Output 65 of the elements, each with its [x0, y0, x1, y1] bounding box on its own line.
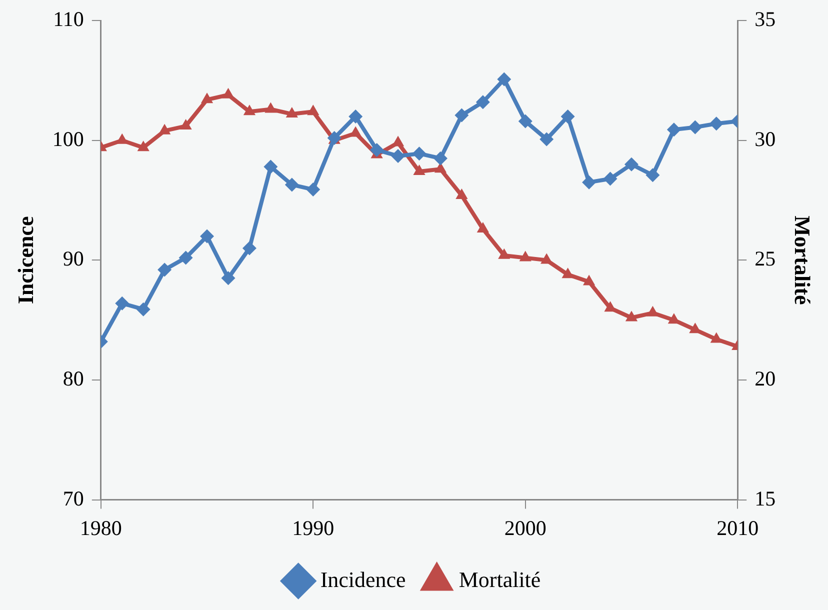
point: [242, 241, 256, 256]
point: [413, 164, 426, 176]
x-tick-label: 2000: [504, 516, 546, 540]
point: [178, 250, 193, 265]
point: [560, 109, 575, 124]
point: [625, 310, 638, 322]
point: [456, 188, 468, 200]
y-tick-label: 110: [53, 7, 84, 32]
point: [454, 108, 469, 122]
point: [200, 229, 214, 244]
point: [284, 178, 299, 192]
point: [710, 332, 722, 343]
point: [412, 146, 426, 161]
point: [433, 151, 448, 166]
x-tick-label: 1980: [80, 516, 122, 540]
point: [497, 72, 512, 86]
y-tick-label: 90: [62, 246, 84, 271]
y2-tick-label: 15: [754, 486, 776, 510]
point: [709, 116, 724, 131]
legend-label: Mortalité: [458, 566, 541, 592]
point: [136, 302, 150, 316]
y-axis-title: Incicence: [12, 216, 38, 304]
point: [498, 248, 510, 259]
point: [222, 88, 234, 98]
point: [370, 142, 384, 157]
point: [180, 119, 192, 130]
point: [264, 102, 277, 113]
point: [582, 274, 596, 286]
y2-tick-label: 25: [754, 246, 776, 271]
point: [200, 92, 214, 104]
y2-tick-label: 30: [754, 126, 776, 151]
point: [307, 104, 320, 116]
point: [540, 132, 554, 146]
point: [666, 122, 681, 137]
point: [221, 271, 236, 286]
point: [562, 268, 574, 278]
x-tick-label: 2010: [716, 516, 759, 540]
y2-tick-label: 35: [754, 7, 776, 32]
point: [243, 104, 256, 116]
x-tick-label: 1990: [292, 516, 334, 540]
point: [519, 250, 532, 262]
y2-tick-label: 20: [754, 366, 776, 391]
point: [646, 168, 660, 182]
point: [158, 124, 171, 134]
point: [624, 157, 638, 172]
point: [603, 172, 618, 186]
point: [286, 107, 298, 118]
point: [348, 109, 363, 124]
point: [476, 95, 490, 110]
point: [350, 126, 362, 137]
point: [476, 222, 489, 233]
point: [518, 114, 532, 128]
point: [137, 140, 150, 152]
legend-label: Incidence: [320, 566, 406, 592]
y-tick-label: 70: [62, 486, 84, 510]
point: [264, 160, 278, 174]
point: [688, 120, 702, 134]
y2-axis-title: Mortalité: [790, 216, 816, 306]
y-tick-label: 100: [52, 126, 84, 151]
point: [306, 182, 320, 197]
y-tick-label: 80: [62, 366, 84, 391]
point: [158, 262, 172, 277]
point: [115, 296, 130, 310]
point: [582, 175, 596, 190]
point: [391, 148, 406, 163]
